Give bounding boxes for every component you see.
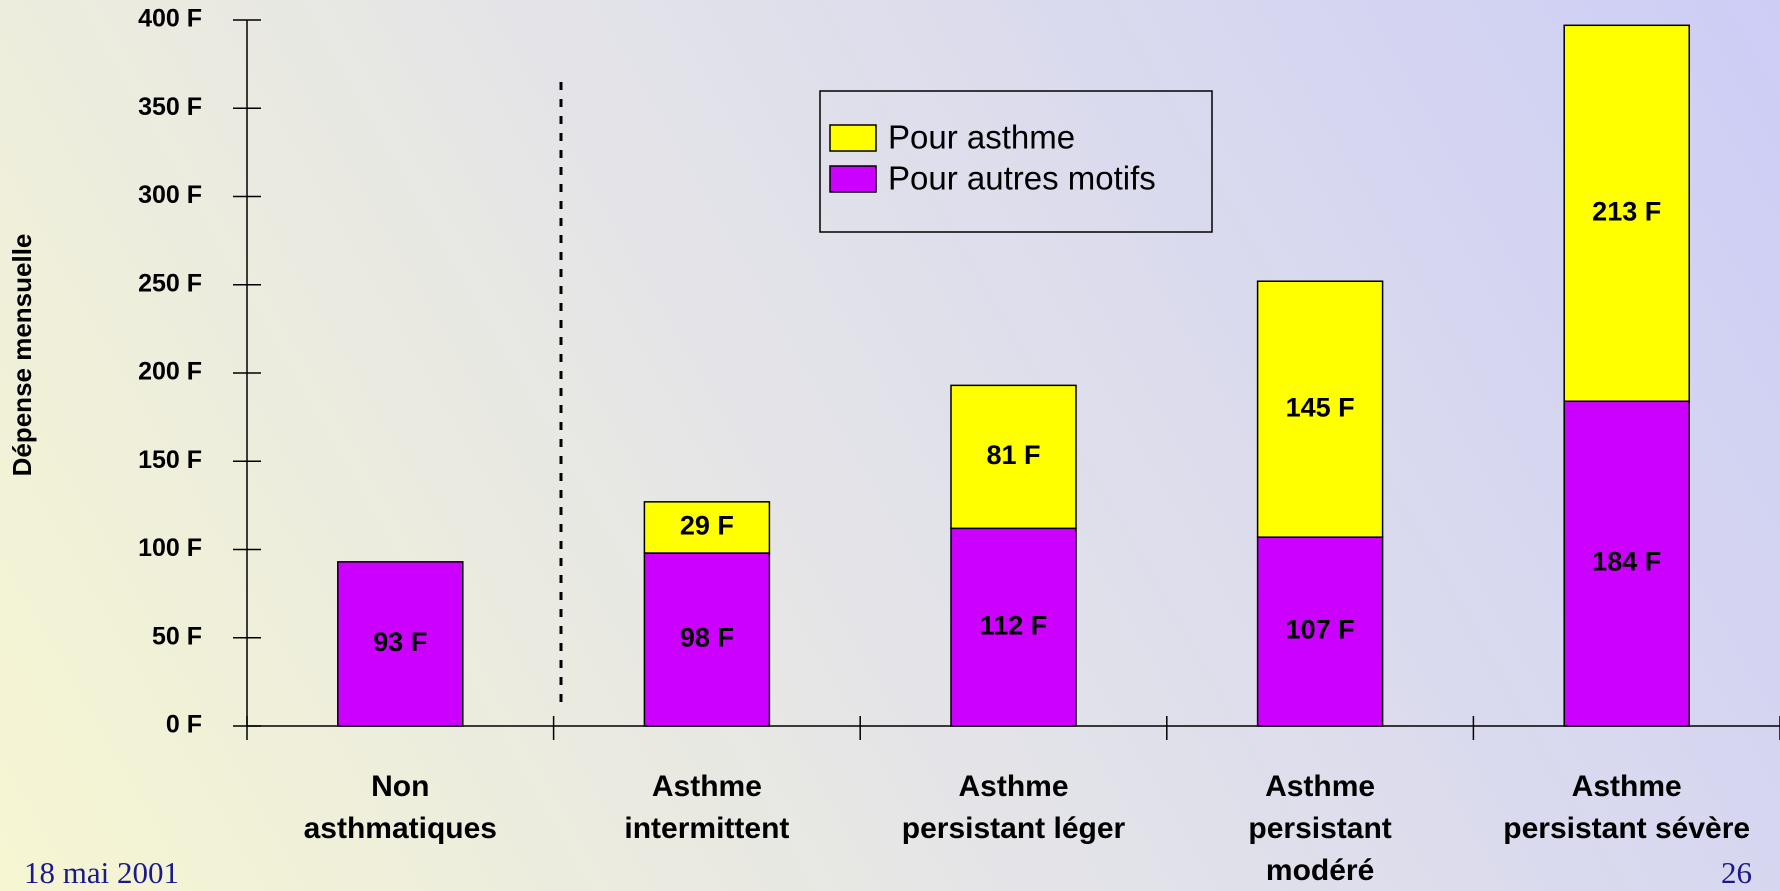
legend-swatch [829,165,877,193]
bar-segment [643,501,771,554]
y-tick-label: 350 F [138,93,202,121]
bar-segment [950,527,1077,727]
x-tick-label: Asthme persistant sévère [1503,770,1751,845]
value-label: 184 F [1592,547,1661,577]
page-number: 26 [1721,855,1752,890]
footer-date: 18 mai 2001 [24,855,179,890]
y-tick-label: 150 F [138,446,202,474]
legend-box [819,90,1213,233]
x-tick-label: Asthme persistant modéré [1248,770,1392,887]
x-tick-label: Asthme intermittent [624,770,790,845]
bar-segment [1563,400,1690,727]
value-label: 93 F [373,627,427,657]
bar-segment [950,384,1077,530]
value-label: 112 F [980,610,1048,640]
value-label: 98 F [680,623,734,653]
legend-label: Pour asthme [888,119,1075,156]
bar-segment [337,561,464,727]
value-label: 81 F [986,440,1040,470]
y-axis-label: Dépense mensuelle [7,234,37,477]
legend-swatch [829,124,877,152]
value-label: 145 F [1286,392,1355,422]
bar-segment [1256,280,1384,538]
y-tick-label: 400 F [138,5,202,33]
legend-label: Pour autres motifs [888,160,1156,197]
y-tick-label: 300 F [138,181,202,209]
y-tick-label: 250 F [138,269,202,297]
y-tick-label: 200 F [138,358,202,386]
value-label: 213 F [1592,196,1661,226]
y-tick-label: 50 F [152,622,202,650]
value-label: 29 F [680,511,734,541]
y-tick-label: 0 F [166,711,202,739]
y-tick-label: 100 F [138,534,202,562]
bar-segment [1256,536,1384,727]
x-tick-label: Asthme persistant léger [901,770,1126,845]
value-label: 107 F [1286,615,1355,645]
bar-segment [643,552,771,727]
x-tick-label: Non asthmatiques [303,770,497,845]
bar-segment [1563,24,1690,402]
